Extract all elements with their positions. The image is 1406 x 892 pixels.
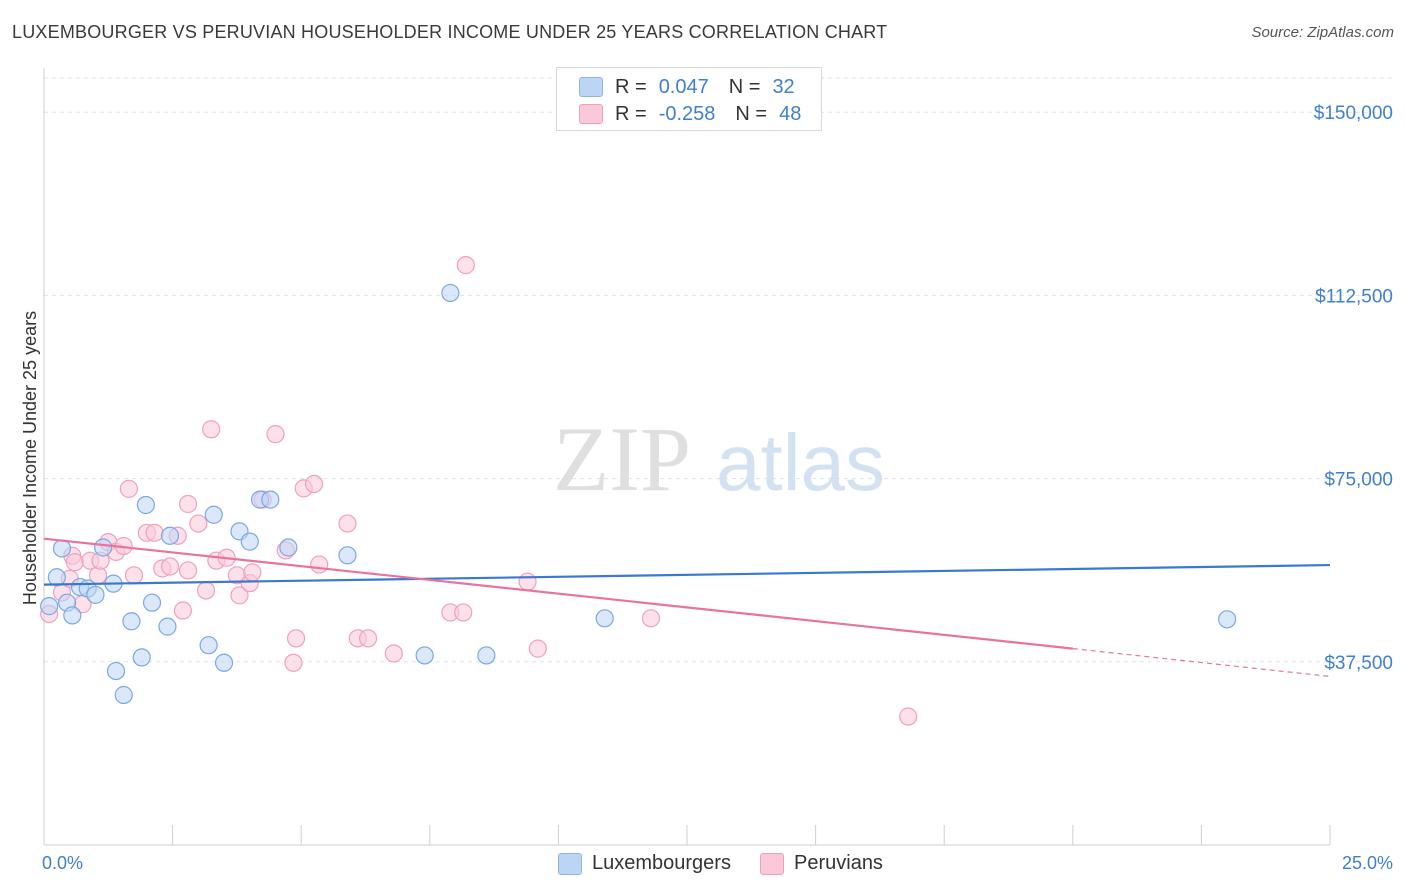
luxembourger-point [261, 490, 280, 509]
peruvian-point [196, 581, 216, 600]
bottom-legend-swatch-pink [760, 852, 784, 875]
luxembourger-point [204, 505, 223, 524]
legend-n-label: N = [728, 75, 761, 98]
bottom-legend-label: Peruvians [794, 852, 883, 874]
legend-n-value: 48 [779, 102, 802, 125]
bottom-legend-peruvians: Peruvians [760, 852, 883, 875]
peruvian-point [178, 561, 198, 580]
series-luxembourgers [40, 283, 1237, 705]
peruvian-point [528, 639, 547, 658]
peruvian-point [384, 644, 403, 663]
trendline-peruvians [43, 537, 1073, 650]
luxembourger-point [1218, 610, 1237, 629]
peruvian-point [304, 474, 324, 494]
luxembourger-point [160, 526, 180, 545]
peruvian-point [145, 523, 164, 542]
peruvian-point [189, 514, 208, 533]
x-tick-label: 25.0% [1342, 853, 1393, 873]
peruvian-point [310, 555, 329, 574]
luxembourger-point [158, 617, 177, 636]
legend-r-label: R = [615, 75, 647, 98]
peruvian-point [243, 563, 262, 582]
luxembourger-point [415, 646, 434, 665]
luxembourger-point [441, 283, 460, 303]
bottom-legend-luxembourgers: Luxembourgers [558, 852, 731, 875]
y-tick-label: $112,500 [1315, 286, 1393, 307]
luxembourger-point [199, 636, 218, 655]
peruvian-point [456, 256, 475, 275]
correlation-legend: R = 0.047 N = 32 R = -0.258 N = 48 [556, 67, 822, 131]
legend-swatch-blue [579, 77, 603, 97]
legend-row-luxembourgers: R = 0.047 N = 32 [579, 75, 795, 99]
bottom-legend-label: Luxembourgers [592, 852, 731, 874]
y-tick-labels: $37,500 $75,000 $112,500 $150,000 [1314, 103, 1393, 674]
peruvian-point [266, 425, 285, 444]
trendline-luxembourgers [43, 563, 1331, 586]
luxembourger-point [52, 539, 72, 558]
peruvian-point [202, 420, 221, 439]
peruvian-point [173, 601, 192, 620]
peruvian-point [124, 566, 144, 585]
luxembourger-point [477, 646, 496, 665]
x-tick-labels: 0.0% 25.0% [42, 853, 1393, 873]
peruvian-point [65, 553, 84, 572]
luxembourger-point [132, 648, 151, 667]
y-tick-label: $75,000 [1324, 470, 1393, 491]
chart-title: LUXEMBOURGER VS PERUVIAN HOUSEHOLDER INC… [12, 22, 888, 42]
luxembourger-point [94, 538, 113, 557]
legend-n-label: N = [735, 102, 768, 125]
y-axis-label: Householder Income Under 25 years [20, 311, 40, 605]
y-tick-label: $37,500 [1324, 653, 1393, 674]
peruvian-point [119, 479, 138, 498]
peruvian-point [358, 629, 378, 648]
luxembourger-point [114, 685, 133, 705]
legend-row-peruvians: R = -0.258 N = 48 [579, 102, 801, 126]
x-tick-label: 0.0% [42, 853, 83, 873]
luxembourger-point [122, 612, 141, 631]
luxembourger-point [240, 532, 259, 551]
watermark-atlas: atlas [716, 418, 885, 507]
watermark-zip: ZIP [553, 408, 691, 510]
legend-swatch-pink [579, 104, 603, 124]
luxembourger-point [106, 661, 126, 681]
peruvian-point [899, 707, 918, 726]
watermark: ZIP atlas [553, 408, 885, 510]
peruvian-point [284, 653, 303, 672]
axes [43, 68, 1331, 846]
luxembourger-point [136, 495, 155, 515]
peruvian-point [286, 629, 306, 648]
luxembourger-point [142, 593, 162, 612]
peruvian-point [518, 572, 537, 591]
peruvian-point [641, 609, 661, 628]
luxembourger-point [214, 653, 234, 672]
luxembourger-point [595, 609, 614, 628]
legend-n-value: 32 [772, 75, 795, 98]
peruvian-point [454, 603, 473, 622]
legend-r-value: -0.258 [658, 102, 716, 125]
source-label: Source: ZipAtlas.com [1251, 24, 1394, 41]
peruvian-point [338, 514, 357, 533]
y-tick-label: $150,000 [1314, 103, 1393, 124]
luxembourger-point [40, 597, 59, 616]
luxembourger-point [279, 538, 298, 557]
luxembourger-point [47, 568, 66, 587]
trendlines [43, 537, 1331, 678]
legend-r-label: R = [615, 102, 647, 125]
peruvian-point [160, 557, 180, 576]
peruvian-point [178, 494, 198, 514]
luxembourger-point [338, 546, 357, 565]
luxembourger-point [86, 585, 105, 604]
bottom-legend-swatch-blue [558, 852, 582, 875]
trendline-peruvians [1072, 648, 1331, 678]
legend-r-value: 0.047 [658, 75, 709, 98]
luxembourger-point [63, 606, 82, 625]
peruvian-point [230, 586, 249, 605]
